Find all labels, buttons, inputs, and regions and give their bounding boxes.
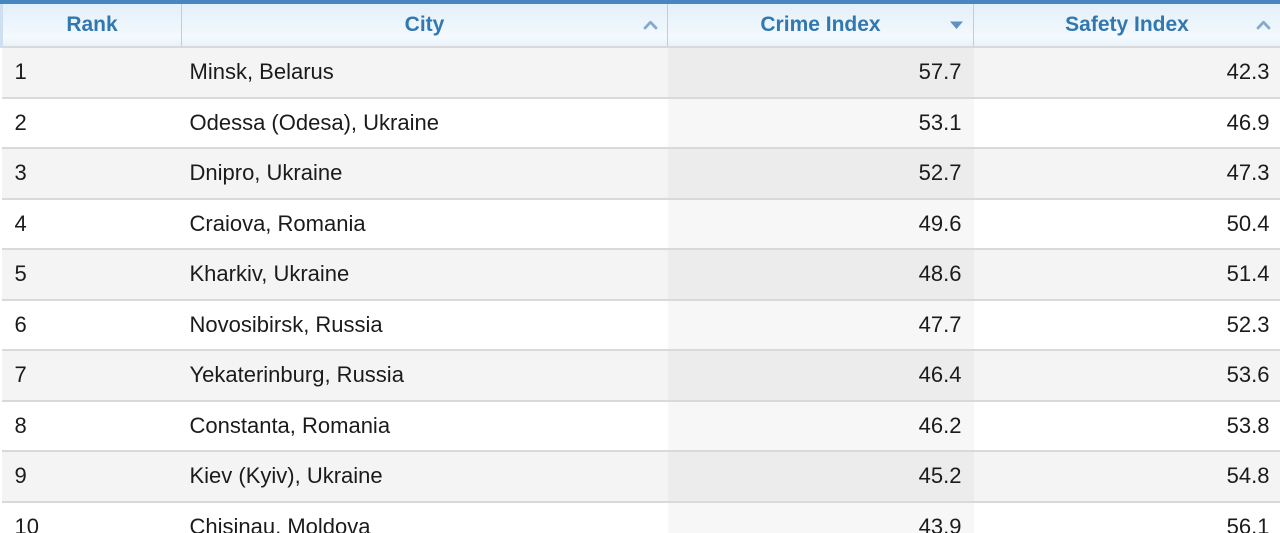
table-row: 4 Craiova, Romania 49.6 50.4: [1, 197, 1280, 249]
rank-cell: 9: [1, 450, 182, 502]
table-row: 2 Odessa (Odesa), Ukraine 53.1 46.9: [1, 96, 1280, 148]
crime-index-cell: 48.6: [667, 248, 974, 300]
safety-index-cell: 53.8: [973, 399, 1280, 451]
safety-index-cell: 53.6: [973, 349, 1280, 401]
table-row: 1 Minsk, Belarus 57.7 42.3: [1, 46, 1280, 98]
crime-index-cell: 43.9: [667, 500, 974, 533]
city-cell: Dnipro, Ukraine: [181, 147, 668, 199]
city-cell: Minsk, Belarus: [181, 46, 668, 98]
city-cell: Craiova, Romania: [181, 197, 668, 249]
table-row: 8 Constanta, Romania 46.2 53.8: [1, 399, 1280, 451]
column-label-crime-index: Crime Index: [760, 13, 881, 36]
safety-index-cell: 47.3: [973, 147, 1280, 199]
rank-cell: 1: [1, 46, 182, 98]
column-header-rank[interactable]: Rank: [0, 0, 182, 48]
safety-index-cell: 51.4: [973, 248, 1280, 300]
rank-cell: 4: [1, 197, 182, 249]
safety-index-cell: 42.3: [973, 46, 1280, 98]
column-header-crime-index[interactable]: Crime Index: [667, 0, 974, 48]
crime-index-cell: 45.2: [667, 450, 974, 502]
crime-index-cell: 46.4: [667, 349, 974, 401]
column-header-city[interactable]: City: [181, 0, 668, 48]
table-header: Rank City Crime Index Safety Index: [0, 0, 1280, 48]
column-label-rank: Rank: [66, 13, 118, 36]
rank-cell: 6: [1, 298, 182, 350]
city-cell: Odessa (Odesa), Ukraine: [181, 96, 668, 148]
safety-index-cell: 56.1: [973, 500, 1280, 533]
table-body: 1 Minsk, Belarus 57.7 42.3 2 Odessa (Ode…: [1, 46, 1280, 533]
column-label-safety-index: Safety Index: [1065, 13, 1189, 36]
crime-index-cell: 53.1: [667, 96, 974, 148]
crime-index-cell: 57.7: [667, 46, 974, 98]
city-cell: Kharkiv, Ukraine: [181, 248, 668, 300]
rank-cell: 5: [1, 248, 182, 300]
rank-cell: 10: [1, 500, 182, 533]
column-header-safety-index[interactable]: Safety Index: [973, 0, 1280, 48]
header-row: Rank City Crime Index Safety Index: [0, 0, 1280, 48]
rank-cell: 7: [1, 349, 182, 401]
city-cell: Novosibirsk, Russia: [181, 298, 668, 350]
city-cell: Chisinau, Moldova: [181, 500, 668, 533]
table-row: 7 Yekaterinburg, Russia 46.4 53.6: [1, 349, 1280, 401]
safety-index-cell: 50.4: [973, 197, 1280, 249]
crime-index-cell: 47.7: [667, 298, 974, 350]
table-row: 5 Kharkiv, Ukraine 48.6 51.4: [1, 248, 1280, 300]
rank-cell: 3: [1, 147, 182, 199]
safety-index-cell: 54.8: [973, 450, 1280, 502]
sort-triangle-down-icon: [949, 20, 964, 30]
table-row: 3 Dnipro, Ukraine 52.7 47.3: [1, 147, 1280, 199]
safety-index-cell: 46.9: [973, 96, 1280, 148]
crime-index-cell: 52.7: [667, 147, 974, 199]
rank-cell: 2: [1, 96, 182, 148]
table-row: 10 Chisinau, Moldova 43.9 56.1: [1, 500, 1280, 533]
city-cell: Yekaterinburg, Russia: [181, 349, 668, 401]
city-cell: Constanta, Romania: [181, 399, 668, 451]
column-label-city: City: [404, 13, 445, 36]
table-row: 9 Kiev (Kyiv), Ukraine 45.2 54.8: [1, 450, 1280, 502]
rank-cell: 8: [1, 399, 182, 451]
sort-chevron-up-icon: [1256, 20, 1271, 30]
safety-index-cell: 52.3: [973, 298, 1280, 350]
crime-index-cell: 46.2: [667, 399, 974, 451]
table-row: 6 Novosibirsk, Russia 47.7 52.3: [1, 298, 1280, 350]
city-cell: Kiev (Kyiv), Ukraine: [181, 450, 668, 502]
crime-index-cell: 49.6: [667, 197, 974, 249]
sort-chevron-up-icon: [643, 20, 658, 30]
